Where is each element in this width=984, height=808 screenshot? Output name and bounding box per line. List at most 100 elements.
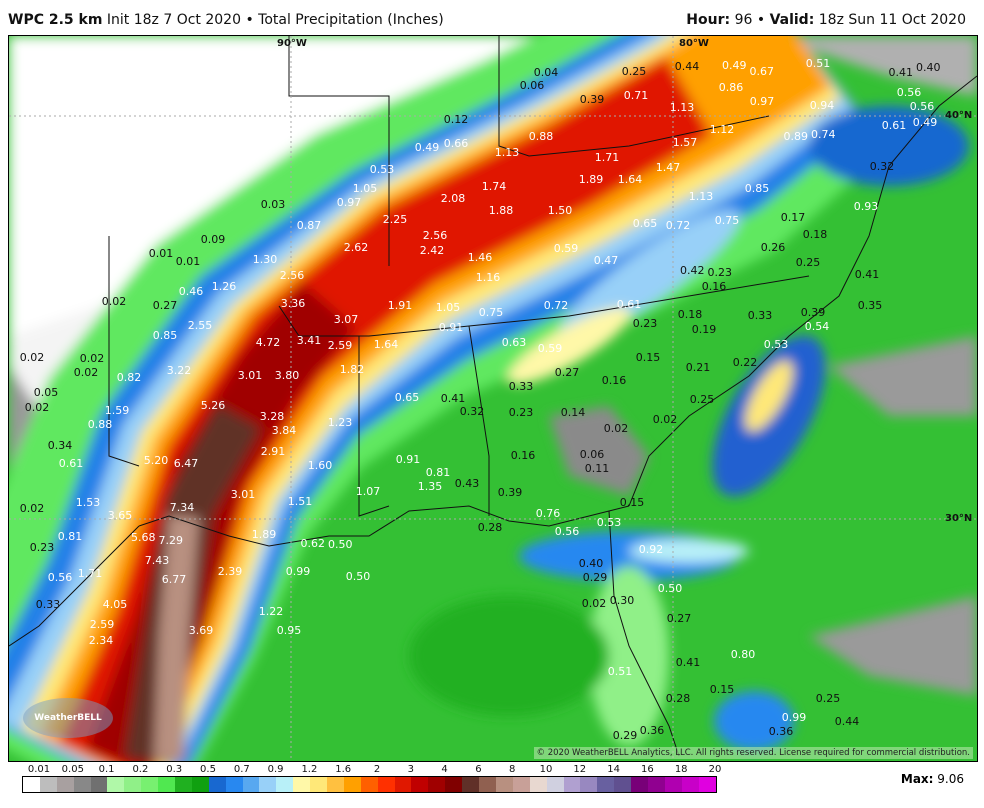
legend-tick: 1.6 — [335, 764, 352, 775]
precip-value-label: 0.06 — [579, 447, 605, 461]
precip-value-label: 0.26 — [760, 241, 786, 254]
precip-value-label: 0.03 — [260, 198, 286, 211]
precip-value-label: 0.91 — [395, 453, 421, 466]
legend-swatch — [563, 777, 581, 792]
precip-value-label: 0.39 — [579, 93, 605, 106]
precip-value-label: 0.18 — [677, 308, 703, 321]
precip-value-label: 2.42 — [419, 244, 445, 257]
precip-value-label: 2.59 — [89, 618, 115, 631]
forecast-hour: 96 — [734, 12, 753, 28]
precip-value-label: 0.72 — [665, 219, 691, 232]
legend-swatch — [597, 777, 615, 792]
precip-value-label: 0.23 — [632, 317, 658, 330]
precip-value-label: 0.43 — [454, 477, 480, 490]
legend-swatch — [39, 777, 57, 792]
precip-value-label: 0.56 — [554, 525, 580, 538]
precip-value-label: 0.25 — [795, 256, 821, 269]
precip-value-label: 0.76 — [535, 507, 561, 520]
precip-value-label: 0.27 — [152, 299, 178, 312]
legend-tick: 4 — [441, 764, 448, 775]
precip-value-label: 0.28 — [477, 521, 503, 534]
precip-value-label: 0.53 — [369, 163, 395, 176]
precip-value-label: 5.20 — [143, 454, 169, 467]
precip-value-label: 1.91 — [387, 299, 413, 312]
precip-value-label: 0.17 — [780, 211, 806, 224]
precip-value-label: 0.59 — [537, 342, 563, 355]
precip-value-label: 0.97 — [336, 196, 362, 209]
precip-value-label: 0.34 — [47, 439, 73, 452]
precip-value-label: 1.71 — [594, 151, 620, 164]
precip-value-label: 0.51 — [607, 665, 633, 678]
legend-swatch — [546, 777, 564, 792]
precip-value-label: 1.74 — [481, 180, 507, 193]
legend-tick: 14 — [607, 764, 620, 775]
legend-swatch — [23, 777, 40, 792]
precip-value-label: 0.91 — [438, 321, 464, 334]
precip-value-label: 0.25 — [815, 692, 841, 705]
precip-value-label: 1.13 — [669, 101, 695, 114]
precip-value-label: 1.64 — [373, 338, 399, 351]
precip-value-label: 3.84 — [271, 424, 297, 437]
precip-value-label: 0.01 — [175, 255, 201, 268]
precip-value-label: 0.21 — [685, 361, 711, 374]
legend-tick: 0.01 — [27, 764, 51, 775]
precip-value-label: 0.49 — [912, 116, 938, 129]
legend-swatch — [208, 777, 226, 792]
legend-tick: 0.1 — [98, 764, 115, 775]
precip-value-label: 6.77 — [161, 573, 187, 586]
map-title: WPC 2.5 km Init 18z 7 Oct 2020 • Total P… — [8, 12, 444, 28]
precip-value-label: 0.11 — [584, 461, 610, 475]
precip-value-label: 0.23 — [508, 406, 534, 419]
precip-value-label: 2.56 — [422, 229, 448, 242]
legend-swatch — [225, 777, 243, 792]
precip-value-label: 0.29 — [582, 571, 608, 584]
precip-value-label: 3.69 — [188, 624, 214, 637]
precip-value-label: 1.22 — [258, 605, 284, 618]
precip-value-label: 0.06 — [519, 79, 545, 92]
precip-value-label: 3.01 — [230, 488, 256, 501]
precip-value-label: 1.26 — [211, 280, 237, 293]
precip-value-label: 0.53 — [763, 338, 789, 351]
legend-tick: 1.2 — [301, 764, 318, 775]
precip-value-label: 0.15 — [619, 496, 645, 509]
precip-value-label: 0.65 — [632, 217, 658, 230]
precip-value-label: 0.42 — [680, 264, 705, 277]
legend-swatch — [73, 777, 91, 792]
precip-value-label: 0.02 — [101, 295, 127, 308]
precip-value-label: 0.23 — [29, 541, 55, 554]
precipitation-map: 90°W 80°W 40°N 30°N 0.04 0.25 0.44 0.49 0.67… — [8, 35, 978, 762]
precip-value-label: 0.44 — [674, 60, 700, 73]
precip-value-label: 3.41 — [296, 334, 322, 347]
legend-swatch — [479, 777, 496, 792]
legend-swatch — [158, 777, 176, 792]
precip-field — [9, 36, 977, 761]
init-time: Init 18z 7 Oct 2020 — [106, 12, 241, 28]
precip-value-label: 2.55 — [187, 319, 213, 332]
precip-value-label: 0.39 — [800, 305, 826, 319]
precip-value-label: 0.93 — [853, 200, 879, 213]
precip-value-label: 0.15 — [635, 351, 661, 364]
precip-value-label: 0.02 — [603, 422, 629, 435]
legend-swatch — [310, 777, 328, 792]
precip-value-label: 0.59 — [553, 242, 579, 255]
precip-value-label: 0.81 — [425, 466, 451, 479]
precip-value-label: 2.34 — [88, 634, 114, 647]
legend-swatch — [242, 777, 260, 792]
precip-value-label: 0.19 — [691, 323, 717, 336]
precip-value-label: 0.35 — [857, 299, 883, 312]
legend-swatch — [191, 777, 209, 792]
precip-value-label: 3.07 — [333, 313, 359, 326]
precip-value-label: 3.28 — [259, 410, 285, 423]
legend-swatch — [512, 777, 530, 792]
legend-swatch — [529, 777, 547, 792]
legend-swatch — [681, 777, 699, 792]
precip-value-label: 0.56 — [47, 571, 73, 584]
precip-value-label: 0.09 — [200, 233, 226, 246]
precip-value-label: 0.85 — [152, 329, 178, 342]
model-name: WPC 2.5 km — [8, 12, 103, 28]
precip-value-label: 3.01 — [237, 369, 263, 382]
precip-value-label: 0.05 — [33, 386, 59, 399]
precip-value-label: 1.30 — [252, 253, 278, 266]
product-name: Total Precipitation (Inches) — [258, 12, 444, 28]
precip-value-label: 5.68 — [131, 531, 156, 544]
